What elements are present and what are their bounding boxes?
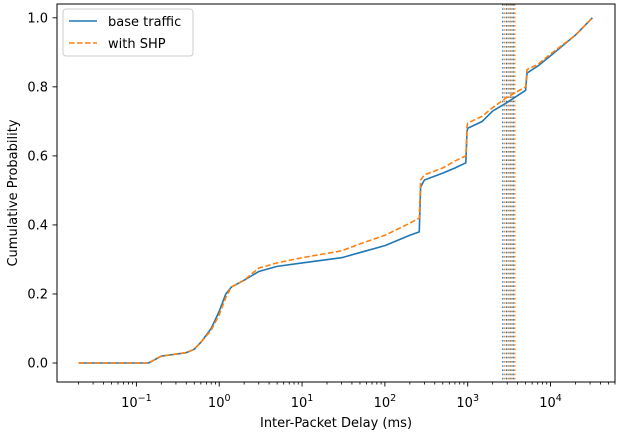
- plot-lines: [78, 4, 593, 382]
- x-axis-label: Inter-Packet Delay (ms): [260, 416, 412, 431]
- y-axis-label: Cumulative Probability: [6, 119, 21, 266]
- x-tick-label: 103: [456, 393, 479, 411]
- y-tick-label: 1.0: [27, 11, 48, 26]
- x-tick-label: 101: [291, 393, 314, 411]
- x-tick-label: 10−1: [121, 393, 152, 411]
- x-tick-label: 104: [539, 393, 562, 411]
- x-tick-label: 102: [374, 393, 397, 411]
- x-axis: 10−1 100 101 102 103 104: [78, 382, 616, 411]
- axes-frame: [56, 3, 616, 383]
- legend-label-with-shp: with SHP: [108, 37, 166, 52]
- y-tick-label: 0.2: [27, 287, 48, 302]
- legend: base traffic with SHP: [62, 8, 194, 57]
- series-line-with-shp: [78, 17, 593, 364]
- y-tick-label: 0.8: [27, 80, 48, 95]
- y-axis: 0.0 0.2 0.4 0.6 0.8 1.0: [27, 11, 57, 372]
- legend-label-base-traffic: base traffic: [108, 15, 181, 30]
- y-tick-label: 0.0: [27, 357, 48, 372]
- y-tick-label: 0.6: [27, 149, 48, 164]
- y-tick-label: 0.4: [27, 218, 48, 233]
- x-tick-label: 100: [208, 393, 231, 411]
